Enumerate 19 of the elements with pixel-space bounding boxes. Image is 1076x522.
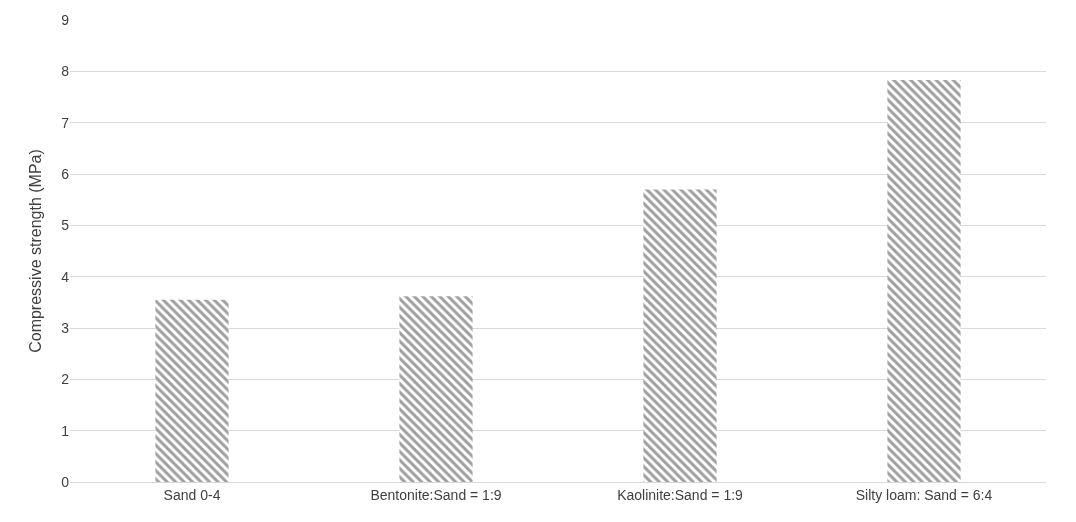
y-tick-label: 3 [61,319,70,336]
y-tick-label: 0 [61,473,70,490]
bar [887,80,961,482]
y-tick-label: 4 [61,268,70,285]
y-tick-label: 7 [61,114,70,131]
bar [155,299,229,482]
x-tick-label: Kaolinite:Sand = 1:9 [617,486,744,503]
y-tick-label: 9 [61,11,70,28]
x-tick-label: Bentonite:Sand = 1:9 [370,486,502,503]
y-axis-title: Compressive strength (MPa) [27,149,45,353]
y-tick-label: 8 [61,63,70,80]
x-tick-label: Silty loam: Sand = 6:4 [855,486,993,503]
y-tick-label: 2 [61,371,70,388]
y-tick-label: 1 [61,422,70,439]
y-tick-label: 5 [61,217,70,234]
bar [643,189,717,482]
x-tick-label: Sand 0-4 [163,486,221,503]
bar [399,296,473,482]
y-tick-label: 6 [61,165,70,182]
